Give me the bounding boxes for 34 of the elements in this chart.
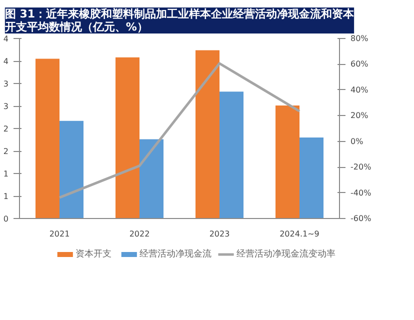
y-tick-label: 3 [3, 102, 9, 111]
y2-tick-label: 60% [350, 60, 369, 69]
bar [196, 50, 220, 218]
x-tick-label: 2023 [209, 230, 230, 238]
x-tick-label: 2022 [129, 230, 150, 238]
y2-tick-label: -60% [350, 214, 372, 223]
y2-tick-label: 20% [350, 111, 369, 120]
y2-tick-label: -40% [350, 188, 372, 198]
y2-tick-label: -20% [350, 162, 372, 172]
y-tick-label: 1 [3, 170, 9, 178]
bar [60, 120, 84, 218]
chart-title: 图 31：近年来橡胶和塑料制品加工业样本企业经营活动净现金流和资本开支平均数情况（亿元、%） [4, 8, 356, 34]
bar [300, 138, 324, 218]
bar [116, 57, 140, 218]
y-tick-label: 2 [3, 124, 9, 134]
y-tick-label: 4 [3, 34, 9, 44]
bar [276, 106, 300, 218]
y-tick-label: 2 [3, 147, 9, 156]
legend-label: 资本开支 [76, 248, 112, 260]
line-series [58, 62, 301, 199]
y2-tick-label: 80% [350, 34, 369, 43]
bar [220, 92, 244, 218]
legend-label: 经营活动净现金流 [140, 248, 212, 260]
bar [36, 58, 60, 218]
legend-label: 经营活动净现金流变动率 [236, 248, 336, 260]
y-tick-label: 0 [3, 214, 9, 224]
y-tick-label: 3 [3, 80, 9, 88]
y2-tick-label: 40% [350, 85, 369, 94]
y2-tick-label: 0% [350, 136, 364, 146]
y-tick-label: 1 [3, 192, 9, 201]
y-tick-label: 4 [3, 57, 9, 66]
bar [140, 139, 164, 218]
x-tick-label: 2024.1~9 [280, 230, 320, 238]
x-tick-label: 2021 [49, 230, 70, 238]
